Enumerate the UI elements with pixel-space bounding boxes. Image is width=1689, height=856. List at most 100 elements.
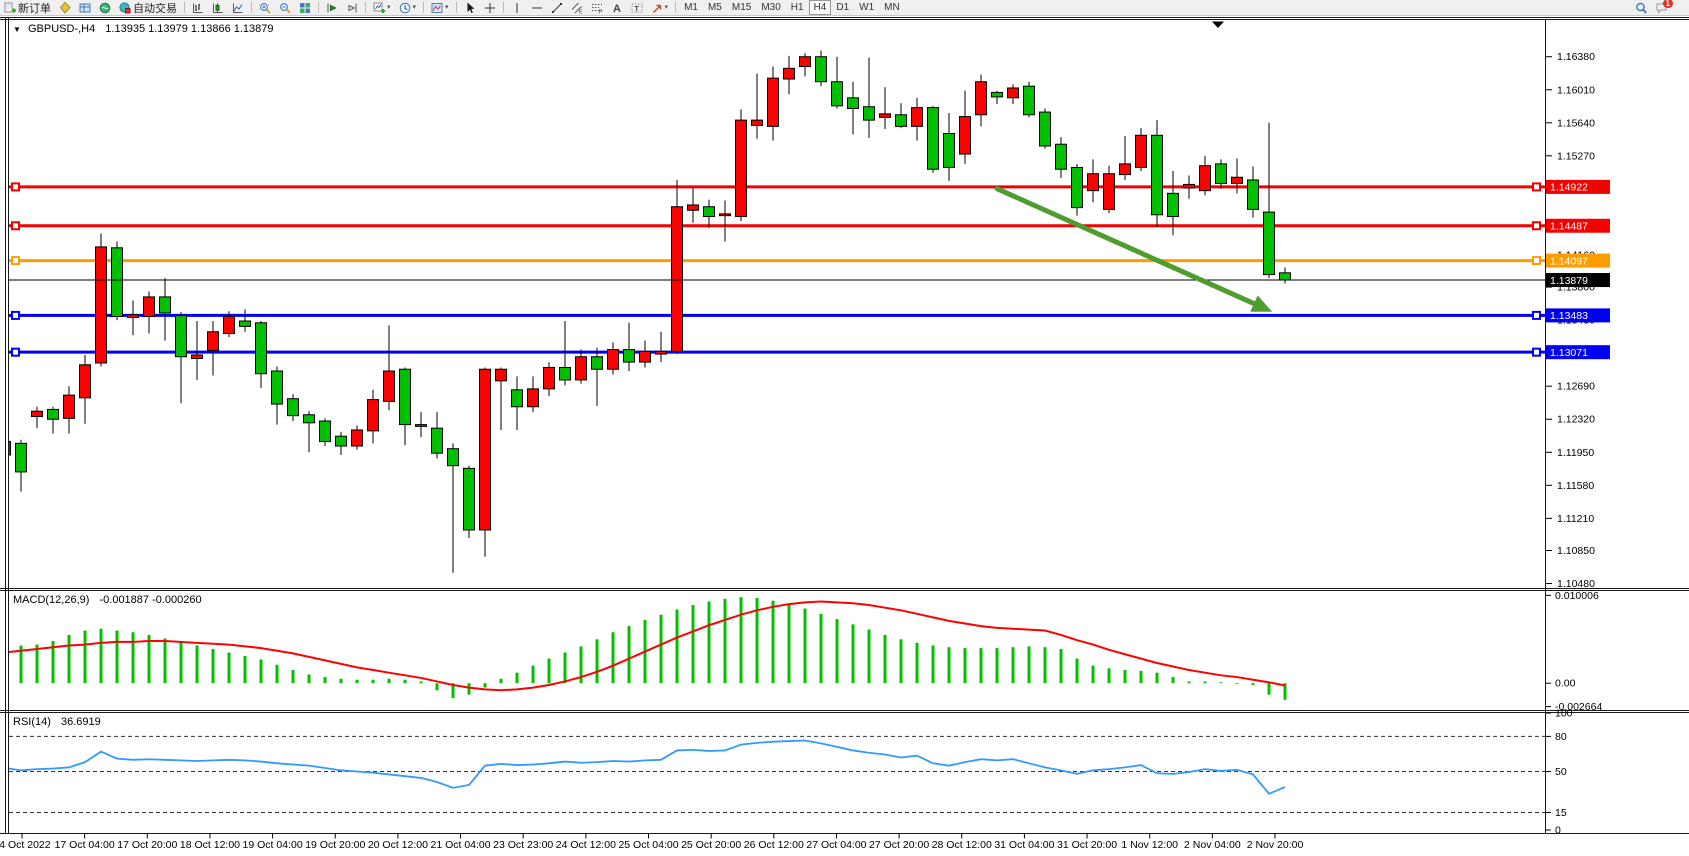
toolbar-navigator-button[interactable] bbox=[96, 0, 114, 15]
bar-chart-icon bbox=[192, 2, 204, 14]
svg-text:19 Oct 20:00: 19 Oct 20:00 bbox=[305, 839, 365, 851]
svg-text:1.13879: 1.13879 bbox=[1550, 275, 1588, 287]
svg-text:2 Nov 04:00: 2 Nov 04:00 bbox=[1184, 839, 1241, 851]
tile-windows-icon bbox=[299, 2, 311, 14]
toolbar-separator bbox=[455, 2, 457, 13]
trend-arrow-annotation[interactable] bbox=[994, 186, 1273, 312]
price-chart[interactable]: 1.163801.160101.156401.152701.141601.138… bbox=[0, 15, 1689, 856]
toolbar-bar-chart-button[interactable] bbox=[189, 0, 207, 15]
svg-text:0.010006: 0.010006 bbox=[1555, 590, 1599, 602]
timeframe-M5-button[interactable]: M5 bbox=[707, 2, 722, 13]
timeframe-W1-button[interactable]: W1 bbox=[859, 2, 875, 13]
toolbar-vertical-line-button[interactable] bbox=[508, 0, 526, 15]
svg-text:31 Oct 04:00: 31 Oct 04:00 bbox=[994, 839, 1054, 851]
hline-1.14097[interactable]: 1.14097 bbox=[9, 253, 1610, 268]
svg-text:17 Oct 20:00: 17 Oct 20:00 bbox=[117, 839, 177, 851]
toolbar-zoom-in-button[interactable] bbox=[256, 0, 274, 15]
toolbar-chart-shift-button[interactable] bbox=[343, 0, 361, 15]
svg-text:1.14487: 1.14487 bbox=[1550, 221, 1588, 233]
svg-text:1.16010: 1.16010 bbox=[1557, 84, 1595, 96]
toolbar-crosshair-button[interactable] bbox=[481, 0, 499, 15]
toolbar-draw-group: E F A T ▾ bbox=[460, 0, 673, 15]
chevron-down-icon[interactable]: ▼ bbox=[13, 25, 21, 34]
toolbar-new-chart-button[interactable]: ▾ bbox=[370, 0, 394, 15]
svg-text:2 Nov 20:00: 2 Nov 20:00 bbox=[1247, 839, 1304, 851]
new-order-icon bbox=[4, 2, 16, 14]
svg-text:18 Oct 12:00: 18 Oct 12:00 bbox=[180, 839, 240, 851]
svg-text:50: 50 bbox=[1555, 766, 1567, 778]
symbol-info: ▼ GBPUSD-,H4 1.13935 1.13979 1.13866 1.1… bbox=[13, 23, 274, 35]
hline-1.14487[interactable]: 1.14487 bbox=[9, 218, 1610, 233]
rsi-value: 36.6919 bbox=[60, 716, 101, 728]
hline-1.13483[interactable]: 1.13483 bbox=[9, 308, 1610, 323]
trendline-icon bbox=[551, 2, 563, 14]
timeframe-MN-button[interactable]: MN bbox=[884, 2, 900, 13]
svg-text:17 Oct 04:00: 17 Oct 04:00 bbox=[55, 839, 115, 851]
toolbar-template-chart-button[interactable]: ▾ bbox=[428, 0, 452, 15]
toolbar-new-order-button[interactable]: 新订单 bbox=[1, 0, 54, 15]
timeframe-M1-button[interactable]: M1 bbox=[684, 2, 698, 13]
svg-text:0: 0 bbox=[1555, 825, 1561, 837]
symbol-label: GBPUSD-,H4 bbox=[27, 23, 96, 35]
toolbar-autotrading-button[interactable]: 自动交易 bbox=[116, 0, 180, 15]
pane-borders bbox=[0, 17, 1689, 834]
text-icon: A bbox=[611, 2, 623, 14]
macd-histogram bbox=[19, 597, 1287, 700]
toolbar-tile-windows-button[interactable] bbox=[296, 0, 314, 15]
svg-text:26 Oct 12:00: 26 Oct 12:00 bbox=[744, 839, 804, 851]
toolbar-fibonacci-button[interactable]: F bbox=[588, 0, 606, 15]
timeframe-M15-button[interactable]: M15 bbox=[731, 2, 752, 13]
search-icon bbox=[1635, 2, 1647, 14]
toolbar-horizontal-line-button[interactable] bbox=[528, 0, 546, 15]
market-watch-icon bbox=[79, 2, 91, 14]
autotrading-icon bbox=[119, 1, 131, 14]
symbol-ohlc: 1.13935 1.13979 1.13866 1.13879 bbox=[105, 23, 274, 35]
notification-badge: 1 bbox=[1662, 0, 1673, 8]
toolbar-cursor-button[interactable] bbox=[461, 0, 479, 15]
toolbar-market-watch-button[interactable] bbox=[76, 0, 94, 15]
rsi-line bbox=[9, 739, 1286, 795]
svg-text:1.12320: 1.12320 bbox=[1557, 414, 1595, 426]
toolbar-candlestick-chart-button[interactable] bbox=[209, 0, 227, 15]
toolbar-left-group: 新订单 自动交易 bbox=[0, 0, 181, 15]
toolbar-search-button[interactable] bbox=[1632, 0, 1650, 15]
macd-title: MACD(12,26,9) bbox=[13, 594, 90, 606]
toolbar-indicators-button[interactable] bbox=[56, 0, 74, 15]
svg-text:20 Oct 12:00: 20 Oct 12:00 bbox=[368, 839, 428, 851]
toolbar-trendline-button[interactable] bbox=[548, 0, 566, 15]
timeframe-M30-button[interactable]: M30 bbox=[761, 2, 781, 13]
svg-text:1.14097: 1.14097 bbox=[1550, 255, 1588, 267]
toolbar-equidistant-channel-button[interactable]: E bbox=[568, 0, 586, 15]
svg-text:0.00: 0.00 bbox=[1555, 678, 1576, 690]
current-price-line: 1.13879 bbox=[9, 273, 1610, 288]
crosshair-icon bbox=[484, 2, 496, 14]
toolbar-label-button[interactable]: T bbox=[628, 0, 646, 15]
svg-text:100: 100 bbox=[1555, 708, 1573, 720]
candlestick-series bbox=[9, 50, 1291, 573]
hline-1.14922[interactable]: 1.14922 bbox=[9, 179, 1610, 194]
svg-text:A: A bbox=[613, 3, 621, 14]
toolbar-chart-group: ▾ ▾ ▾ bbox=[188, 0, 453, 15]
toolbar-period-clock-button[interactable]: ▾ bbox=[396, 0, 420, 15]
toolbar-text-button[interactable]: A bbox=[608, 0, 626, 15]
macd-values: -0.001887 -0.000260 bbox=[99, 594, 202, 606]
indicators-icon bbox=[59, 1, 71, 14]
macd-indicator-label: MACD(12,26,9) -0.001887 -0.000260 bbox=[13, 594, 202, 606]
svg-text:27 Oct 20:00: 27 Oct 20:00 bbox=[869, 839, 929, 851]
toolbar-line-chart-button[interactable] bbox=[229, 0, 247, 15]
toolbar-arrows-button[interactable]: ▾ bbox=[648, 0, 672, 15]
toolbar-auto-scroll-button[interactable] bbox=[323, 0, 341, 15]
toolbar-notifications-button[interactable]: 1 bbox=[1652, 0, 1682, 15]
svg-text:1.12690: 1.12690 bbox=[1557, 381, 1595, 393]
timeframe-H1-button[interactable]: H1 bbox=[790, 2, 804, 13]
dropdown-caret-icon: ▾ bbox=[664, 4, 669, 11]
timeframe-H4-button[interactable]: H4 bbox=[808, 0, 832, 15]
arrows-icon bbox=[651, 2, 663, 14]
svg-text:1.10850: 1.10850 bbox=[1557, 545, 1595, 557]
chart-shift-marker-icon[interactable] bbox=[1212, 21, 1224, 29]
toolbar-separator bbox=[675, 2, 677, 13]
timeframe-D1-button[interactable]: D1 bbox=[836, 2, 850, 13]
toolbar-zoom-out-button[interactable] bbox=[276, 0, 294, 15]
svg-text:80: 80 bbox=[1555, 731, 1567, 743]
chart-window[interactable]: 1.163801.160101.156401.152701.141601.138… bbox=[0, 15, 1689, 856]
